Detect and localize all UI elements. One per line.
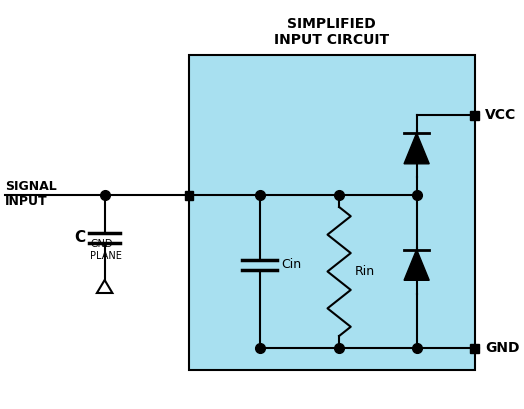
Text: SIGNAL
INPUT: SIGNAL INPUT: [5, 180, 57, 208]
Text: GND: GND: [485, 341, 519, 355]
Bar: [189, 55, 475, 370]
Text: GND
PLANE: GND PLANE: [90, 239, 122, 261]
Text: Cin: Cin: [281, 258, 301, 272]
Text: Rin: Rin: [355, 265, 375, 278]
Text: SIMPLIFIED
INPUT CIRCUIT: SIMPLIFIED INPUT CIRCUIT: [274, 17, 389, 47]
Text: C: C: [74, 231, 85, 245]
Text: VCC: VCC: [485, 108, 516, 122]
Polygon shape: [404, 133, 429, 164]
Bar: [184, 191, 193, 200]
Polygon shape: [404, 249, 429, 280]
Bar: [471, 110, 479, 119]
Bar: [471, 344, 479, 353]
